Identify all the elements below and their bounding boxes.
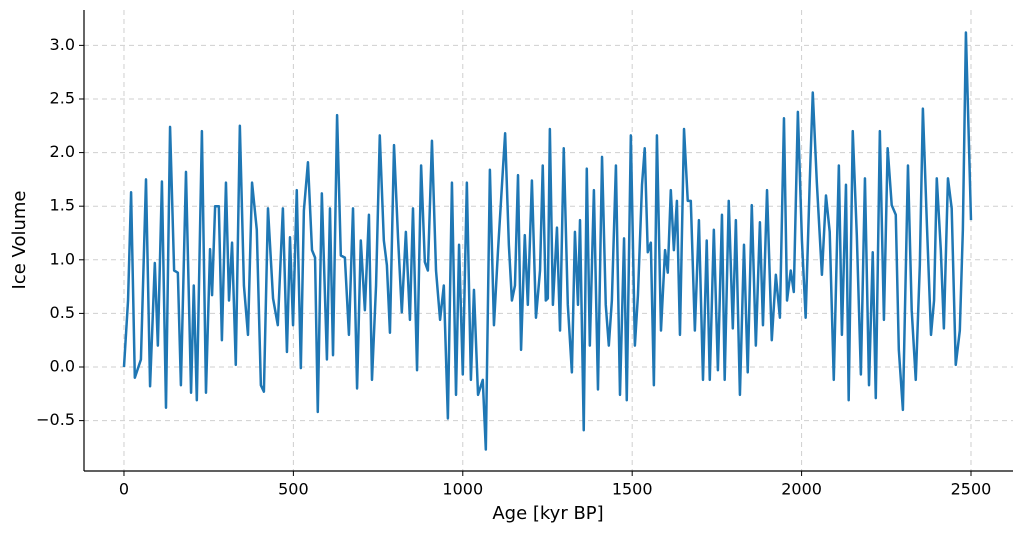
x-tick-label: 2500 <box>951 480 992 499</box>
y-tick-label: 2.5 <box>50 88 75 107</box>
x-axis-label: Age [kyr BP] <box>492 503 603 524</box>
x-tick-label: 0 <box>119 480 129 499</box>
y-tick-label: 1.0 <box>50 249 75 268</box>
data-line <box>122 31 973 451</box>
y-tick-label: 3.0 <box>50 35 75 54</box>
y-tick-label: 1.5 <box>50 196 75 215</box>
x-tick-label: 2000 <box>781 480 822 499</box>
y-tick-label: −0.5 <box>36 410 75 429</box>
y-tick-label: 2.0 <box>50 142 75 161</box>
x-tick-label: 1000 <box>442 480 483 499</box>
y-tick-label: 0.5 <box>50 303 75 322</box>
x-tick-label: 500 <box>278 480 309 499</box>
x-tick-label: 1500 <box>612 480 653 499</box>
y-tick-label: 0.0 <box>50 357 75 376</box>
y-axis-label: Ice Volume <box>9 191 30 290</box>
